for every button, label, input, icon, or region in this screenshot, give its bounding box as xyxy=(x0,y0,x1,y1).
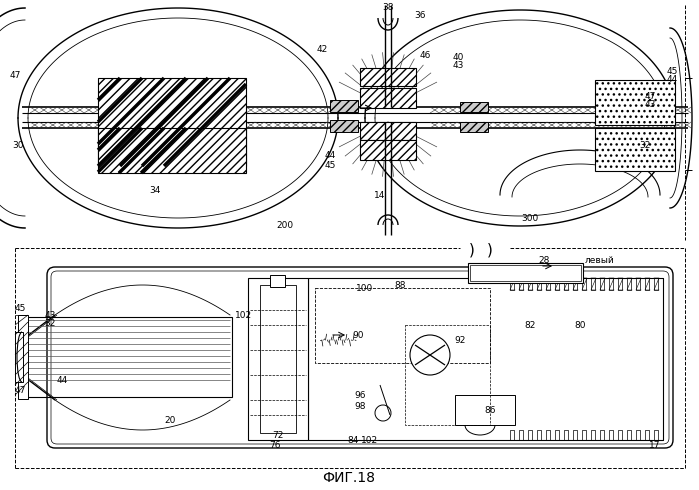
Text: 43: 43 xyxy=(44,311,56,319)
Text: 44: 44 xyxy=(324,150,336,160)
Text: 96: 96 xyxy=(354,391,366,399)
Text: 102: 102 xyxy=(236,311,252,319)
Text: 82: 82 xyxy=(524,320,535,329)
Text: 30: 30 xyxy=(13,141,24,149)
Text: ): ) xyxy=(487,243,493,258)
Text: 98: 98 xyxy=(354,401,366,411)
Bar xyxy=(260,285,296,433)
Text: 32: 32 xyxy=(44,318,56,327)
Text: 42: 42 xyxy=(317,46,328,54)
FancyBboxPatch shape xyxy=(47,267,673,448)
Bar xyxy=(595,80,675,125)
Text: 72: 72 xyxy=(273,431,284,440)
Bar xyxy=(360,140,416,160)
Bar xyxy=(18,315,28,399)
Text: 200: 200 xyxy=(276,220,294,229)
Bar xyxy=(360,122,416,140)
Text: 45: 45 xyxy=(666,68,678,76)
Bar xyxy=(460,102,488,112)
Text: ФИГ.18: ФИГ.18 xyxy=(322,471,375,485)
Text: 40: 40 xyxy=(452,53,463,63)
Bar xyxy=(98,128,246,173)
Bar xyxy=(15,332,23,382)
Text: 47: 47 xyxy=(9,72,21,80)
Text: 43: 43 xyxy=(452,62,463,71)
Text: 92: 92 xyxy=(454,336,466,344)
Bar xyxy=(270,275,285,287)
Text: 20: 20 xyxy=(164,416,175,424)
Bar xyxy=(468,263,583,283)
Text: 14: 14 xyxy=(374,191,386,199)
Bar xyxy=(360,88,416,108)
Text: 45: 45 xyxy=(324,161,336,170)
Text: 44: 44 xyxy=(57,375,68,385)
Text: ): ) xyxy=(469,243,475,258)
Text: 38: 38 xyxy=(382,3,394,13)
Text: 47: 47 xyxy=(644,92,656,100)
Text: 88: 88 xyxy=(394,280,405,290)
Bar xyxy=(470,265,581,281)
Bar xyxy=(98,78,246,166)
Text: 102: 102 xyxy=(361,436,379,444)
Bar xyxy=(248,278,308,440)
Bar xyxy=(22,317,232,397)
Bar xyxy=(330,120,358,132)
Text: 44: 44 xyxy=(666,75,677,84)
Text: 17: 17 xyxy=(649,441,661,449)
Text: 34: 34 xyxy=(150,186,161,195)
Text: 36: 36 xyxy=(415,11,426,21)
Bar xyxy=(595,128,675,171)
Text: 45: 45 xyxy=(14,303,26,313)
Bar xyxy=(360,68,416,86)
Text: 300: 300 xyxy=(521,214,539,222)
Bar xyxy=(460,122,488,132)
Text: 32: 32 xyxy=(640,141,651,149)
Text: левый: левый xyxy=(585,255,615,265)
Text: 28: 28 xyxy=(538,255,549,265)
Text: 84: 84 xyxy=(347,436,359,444)
FancyBboxPatch shape xyxy=(51,271,669,444)
Text: 46: 46 xyxy=(419,50,431,59)
Text: 43: 43 xyxy=(644,99,656,108)
Ellipse shape xyxy=(410,335,450,375)
Text: 86: 86 xyxy=(484,406,496,415)
Text: 80: 80 xyxy=(575,320,586,329)
Bar xyxy=(455,395,515,425)
Bar xyxy=(405,325,490,425)
Text: 100: 100 xyxy=(356,284,374,293)
Bar xyxy=(308,278,663,440)
Text: 76: 76 xyxy=(269,441,281,449)
Bar xyxy=(330,100,358,112)
Text: 47: 47 xyxy=(14,386,26,394)
Text: 90: 90 xyxy=(352,330,363,340)
Bar xyxy=(315,288,490,363)
